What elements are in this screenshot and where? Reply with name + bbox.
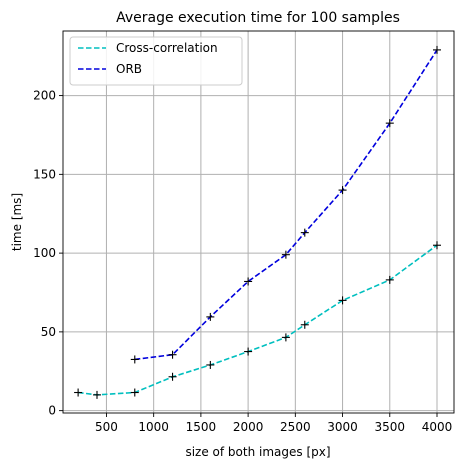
legend-label: Cross-correlation [116, 41, 218, 55]
y-axis-label: time [ms] [10, 193, 24, 251]
grid [63, 31, 454, 413]
x-tick-label: 1000 [138, 420, 169, 434]
legend-box [69, 36, 243, 86]
data-point [433, 45, 441, 54]
data-point [385, 275, 394, 284]
data-point [244, 277, 253, 286]
data-point [130, 388, 139, 397]
data-point [130, 355, 139, 364]
y-tick-label: 100 [33, 246, 56, 260]
legend-label: ORB [116, 62, 142, 76]
x-tick-label: 3500 [375, 420, 406, 434]
x-tick-label: 2000 [233, 420, 264, 434]
data-point [281, 333, 290, 342]
data-point [338, 186, 347, 195]
data-point [244, 347, 253, 356]
data-point [300, 320, 309, 329]
y-tick-label: 50 [41, 325, 56, 339]
series-line-0 [77, 244, 438, 396]
y-tick-label: 150 [33, 167, 56, 181]
y-axis: 0 50 100 150 200 [33, 89, 63, 418]
x-tick-label: 500 [95, 420, 118, 434]
data-point [385, 119, 394, 128]
series-line-1 [134, 49, 438, 361]
data-point [93, 390, 101, 399]
data-point [281, 250, 290, 259]
data-point [206, 312, 215, 321]
data-point [168, 372, 177, 381]
data-point [206, 360, 215, 369]
data-point [74, 388, 83, 397]
x-tick-label: 4000 [422, 420, 453, 434]
legend: Cross-correlation ORB [69, 36, 243, 86]
series-layer [74, 45, 441, 399]
x-axis: 500 1000 1500 2000 2500 3000 3500 4000 [95, 413, 452, 434]
data-point [338, 296, 347, 305]
x-tick-label: 1500 [186, 420, 217, 434]
data-point [433, 241, 441, 250]
x-axis-label: size of both images [px] [185, 445, 330, 459]
y-tick-label: 0 [48, 404, 56, 418]
data-point [168, 350, 177, 359]
plot-frame [62, 30, 455, 414]
chart-title: Average execution time for 100 samples [116, 10, 400, 26]
x-tick-label: 2500 [280, 420, 311, 434]
y-tick-label: 200 [33, 89, 56, 103]
x-tick-label: 3000 [327, 420, 358, 434]
data-point [300, 228, 309, 237]
